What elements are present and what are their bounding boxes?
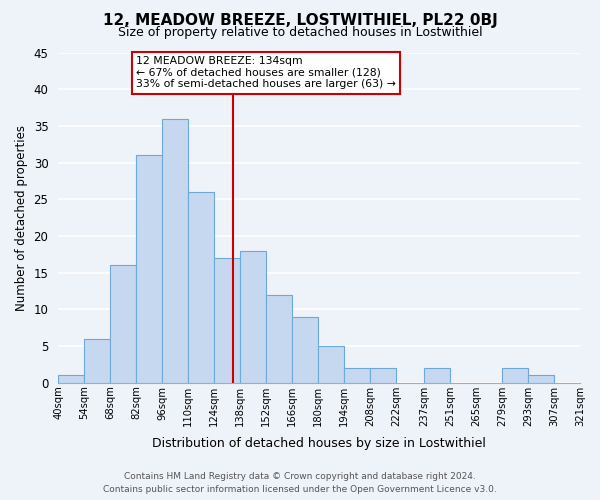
Text: 12 MEADOW BREEZE: 134sqm
← 67% of detached houses are smaller (128)
33% of semi-: 12 MEADOW BREEZE: 134sqm ← 67% of detach…	[136, 56, 396, 90]
Bar	[240, 250, 266, 382]
Bar	[292, 316, 318, 382]
Bar	[58, 376, 84, 382]
Bar	[370, 368, 396, 382]
Bar	[136, 155, 162, 382]
Bar	[110, 266, 136, 382]
Y-axis label: Number of detached properties: Number of detached properties	[15, 124, 28, 310]
Bar	[424, 368, 450, 382]
X-axis label: Distribution of detached houses by size in Lostwithiel: Distribution of detached houses by size …	[152, 437, 486, 450]
Text: 12, MEADOW BREEZE, LOSTWITHIEL, PL22 0BJ: 12, MEADOW BREEZE, LOSTWITHIEL, PL22 0BJ	[103, 12, 497, 28]
Bar	[318, 346, 344, 383]
Bar	[188, 192, 214, 382]
Bar	[502, 368, 528, 382]
Bar	[528, 376, 554, 382]
Bar	[162, 118, 188, 382]
Text: Size of property relative to detached houses in Lostwithiel: Size of property relative to detached ho…	[118, 26, 482, 39]
Bar	[214, 258, 240, 382]
Bar	[84, 338, 110, 382]
Text: Contains HM Land Registry data © Crown copyright and database right 2024.
Contai: Contains HM Land Registry data © Crown c…	[103, 472, 497, 494]
Bar	[266, 294, 292, 382]
Bar	[344, 368, 370, 382]
